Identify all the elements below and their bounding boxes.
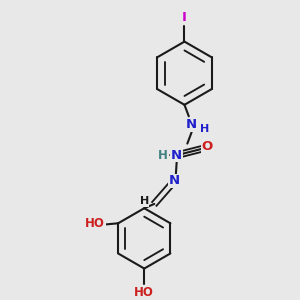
Text: N: N [171,148,182,162]
Text: O: O [202,140,213,153]
Text: H: H [158,148,168,162]
Text: HO: HO [85,217,105,230]
Text: N: N [186,118,197,131]
Text: N: N [169,174,180,188]
Text: H: H [140,196,149,206]
Text: I: I [182,11,187,24]
Text: H: H [200,124,209,134]
Text: HO: HO [134,286,154,299]
